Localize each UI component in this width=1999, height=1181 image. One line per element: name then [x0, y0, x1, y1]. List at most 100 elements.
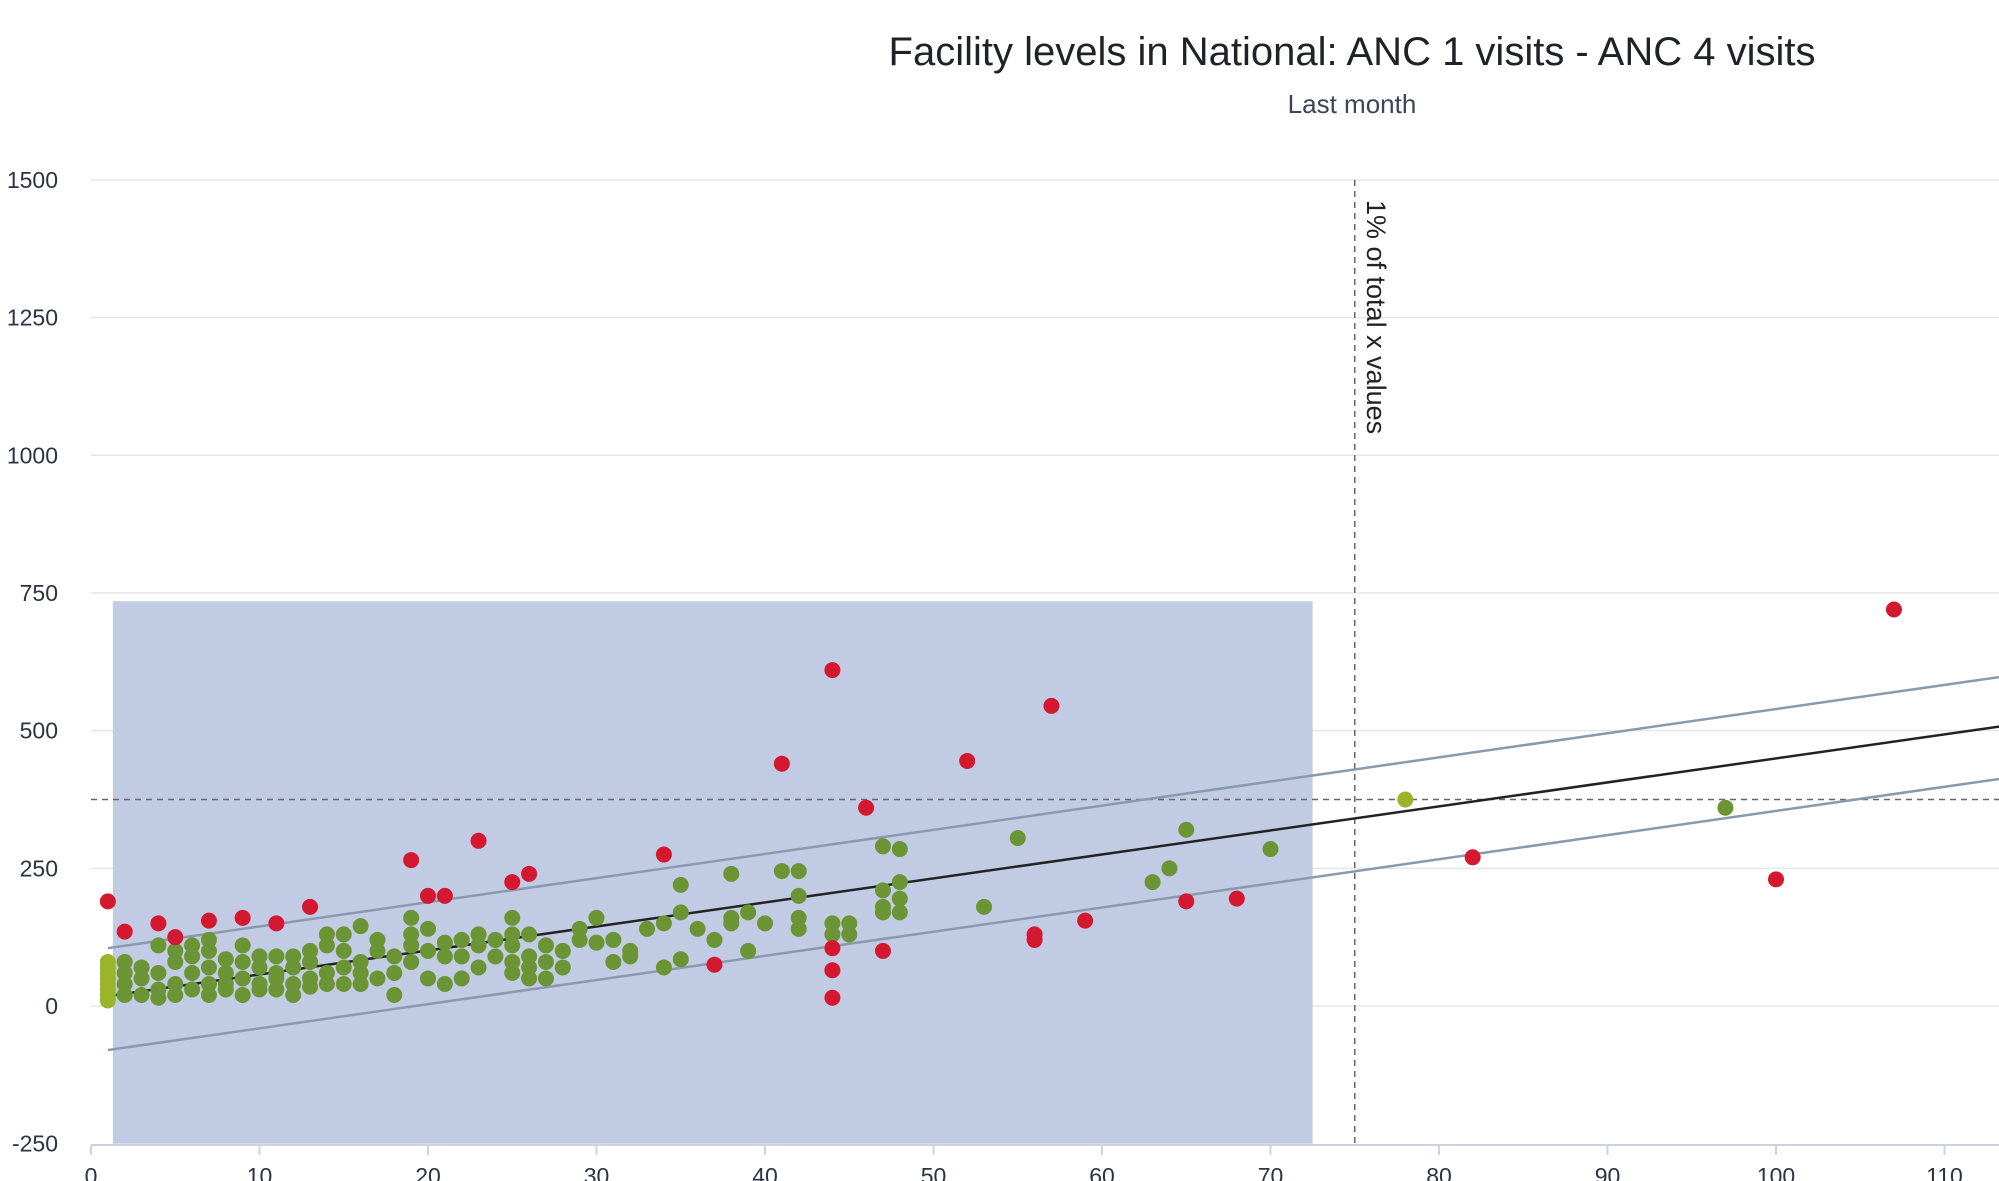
- data-point-within: [891, 904, 908, 921]
- data-point-within: [318, 964, 335, 981]
- data-point-within: [184, 948, 201, 965]
- data-point-outlier: [1077, 912, 1094, 929]
- data-point-within: [453, 948, 470, 965]
- data-point-within: [268, 981, 285, 998]
- data-point-within: [200, 942, 217, 959]
- data-point-within: [369, 942, 386, 959]
- data-point-outlier: [470, 832, 487, 849]
- data-point-within: [200, 975, 217, 992]
- data-point-within: [605, 931, 622, 948]
- data-point-within: [891, 874, 908, 891]
- data-point-within: [167, 953, 184, 970]
- data-point-within: [740, 904, 757, 921]
- x-tick-label: 110: [1926, 1163, 1963, 1181]
- x-tick-label: 20: [415, 1163, 441, 1181]
- data-point-within: [335, 959, 352, 976]
- data-point-low-value: [99, 992, 116, 1009]
- data-point-outlier: [824, 662, 841, 679]
- data-point-within: [757, 915, 773, 932]
- data-point-within: [234, 986, 251, 1003]
- data-point-within: [285, 975, 302, 992]
- data-point-within: [167, 942, 184, 959]
- data-point-within: [200, 959, 217, 976]
- data-point-outlier: [858, 799, 875, 816]
- x-tick-label: 50: [921, 1163, 947, 1181]
- data-point-within: [302, 953, 319, 970]
- x-tick-label: 100: [1757, 1163, 1795, 1181]
- data-point-within: [369, 970, 386, 987]
- data-point-outlier: [116, 923, 133, 940]
- data-point-within: [369, 931, 386, 948]
- data-point-within: [184, 981, 201, 998]
- data-point-within: [689, 920, 706, 937]
- data-point-within: [723, 865, 740, 882]
- data-point-within: [487, 931, 504, 948]
- data-point-outlier: [200, 912, 217, 929]
- data-point-within: [773, 863, 790, 880]
- data-point-within: [268, 970, 285, 987]
- data-point-within: [352, 918, 369, 935]
- data-point-outlier: [436, 887, 453, 904]
- data-point-within: [790, 920, 807, 937]
- data-point-within: [200, 931, 217, 948]
- data-point-within: [116, 953, 133, 970]
- y-tick-label: 1000: [7, 442, 58, 468]
- highlight-region: [112, 601, 1313, 1144]
- x-tick-label: 10: [247, 1163, 273, 1181]
- data-point-within: [420, 942, 436, 959]
- data-point-within: [504, 953, 521, 970]
- data-point-within: [841, 926, 858, 943]
- data-point-within: [521, 970, 538, 987]
- data-point-within: [352, 975, 369, 992]
- data-point-within: [605, 953, 622, 970]
- data-point-within: [571, 920, 588, 937]
- data-point-within: [453, 970, 470, 987]
- data-point-within: [335, 926, 352, 943]
- data-point-within: [234, 953, 251, 970]
- data-point-outlier: [1026, 931, 1043, 948]
- reference-lines: [91, 180, 1999, 1145]
- data-point-within: [1262, 841, 1279, 858]
- data-point-within: [116, 975, 133, 992]
- shaded-region: [112, 601, 1313, 1144]
- data-point-within: [976, 898, 993, 915]
- data-point-within: [386, 986, 403, 1003]
- data-point-within: [217, 975, 234, 992]
- y-tick-label: 750: [20, 580, 58, 606]
- data-point-within: [891, 841, 908, 858]
- data-point-outlier: [99, 893, 116, 910]
- data-point-within: [352, 964, 369, 981]
- y-tick-label: 1250: [7, 305, 58, 331]
- data-point-within: [537, 937, 554, 954]
- axes: -250 0 250 500 750 1000 1250 1500 0 10 20 30 40 50 60 7…: [7, 167, 1999, 1181]
- data-point-within: [403, 926, 420, 943]
- data-point-within: [874, 882, 891, 899]
- x-tick-label: 40: [752, 1163, 778, 1181]
- data-point-within: [133, 970, 150, 987]
- data-point-within: [167, 986, 184, 1003]
- chart-subtitle: Last month: [1288, 89, 1417, 119]
- x-tick-label: 70: [1258, 1163, 1284, 1181]
- data-point-within: [285, 948, 302, 965]
- x-tick-label: 30: [584, 1163, 610, 1181]
- data-point-within: [335, 975, 352, 992]
- data-point-within: [891, 890, 908, 907]
- data-point-within: [1009, 830, 1026, 847]
- data-point-within: [403, 953, 420, 970]
- data-point-outlier: [773, 755, 790, 772]
- data-point-within: [167, 975, 184, 992]
- data-point-within: [1178, 821, 1195, 838]
- data-point-outlier: [420, 887, 436, 904]
- data-point-within: [386, 964, 403, 981]
- data-point-within: [470, 937, 487, 954]
- x-tick-label: 0: [85, 1163, 98, 1181]
- data-point-within: [420, 970, 436, 987]
- data-point-outlier: [706, 956, 723, 973]
- data-point-within: [655, 959, 672, 976]
- y-tick-label: 1500: [7, 167, 58, 193]
- data-point-within: [672, 904, 689, 921]
- data-point-within: [841, 915, 858, 932]
- data-point-within: [504, 937, 521, 954]
- data-point-within: [554, 959, 571, 976]
